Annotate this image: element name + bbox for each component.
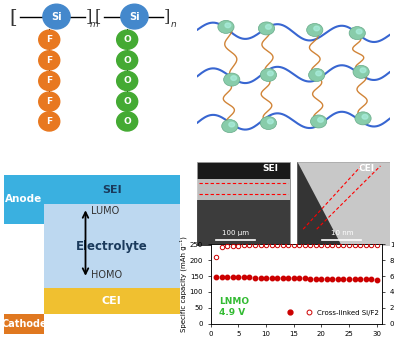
Text: Si: Si: [129, 11, 140, 22]
Text: SEI: SEI: [262, 164, 279, 173]
Text: [: [: [95, 8, 101, 25]
Circle shape: [222, 120, 238, 133]
Text: m: m: [90, 20, 99, 29]
Circle shape: [307, 24, 323, 36]
Text: SEI: SEI: [102, 185, 122, 195]
Circle shape: [318, 118, 323, 122]
Text: LNMO
4.9 V: LNMO 4.9 V: [219, 297, 249, 317]
Circle shape: [117, 92, 138, 111]
Circle shape: [316, 71, 322, 76]
Text: F: F: [46, 56, 52, 65]
FancyBboxPatch shape: [44, 288, 180, 314]
Circle shape: [39, 30, 60, 49]
Circle shape: [268, 119, 273, 124]
Text: F: F: [46, 97, 52, 106]
Circle shape: [360, 68, 366, 73]
Text: HOMO: HOMO: [91, 270, 122, 280]
Text: 100 μm: 100 μm: [222, 231, 249, 236]
Text: Cathode: Cathode: [1, 319, 46, 329]
Text: O: O: [123, 56, 131, 65]
Text: [: [: [9, 7, 17, 26]
Text: O: O: [123, 76, 131, 86]
Circle shape: [258, 22, 275, 35]
Circle shape: [349, 27, 365, 40]
Circle shape: [121, 4, 148, 29]
Text: ]: ]: [164, 8, 170, 25]
Circle shape: [353, 65, 369, 79]
Circle shape: [314, 26, 320, 31]
Circle shape: [39, 71, 60, 91]
Circle shape: [362, 115, 368, 119]
Circle shape: [268, 71, 273, 76]
Y-axis label: Specific capacity (mAh g⁻¹): Specific capacity (mAh g⁻¹): [179, 236, 187, 332]
Circle shape: [117, 112, 138, 131]
Text: 10 nm: 10 nm: [331, 231, 353, 236]
Text: F: F: [46, 35, 52, 44]
Circle shape: [218, 20, 234, 33]
Text: O: O: [123, 97, 131, 106]
FancyBboxPatch shape: [4, 175, 44, 224]
Legend:  , Cross-linked Si/F2: , Cross-linked Si/F2: [280, 307, 382, 318]
FancyBboxPatch shape: [197, 162, 290, 246]
Text: CEI: CEI: [102, 296, 122, 306]
Circle shape: [225, 23, 231, 28]
Text: F: F: [46, 117, 52, 126]
Text: CEI: CEI: [359, 164, 375, 173]
Text: O: O: [123, 35, 131, 44]
Circle shape: [39, 51, 60, 70]
Circle shape: [356, 29, 362, 34]
Circle shape: [260, 68, 277, 82]
Circle shape: [266, 25, 271, 29]
Circle shape: [117, 30, 138, 49]
FancyBboxPatch shape: [4, 314, 44, 334]
Text: O: O: [123, 117, 131, 126]
FancyBboxPatch shape: [44, 204, 180, 288]
Text: ]: ]: [86, 8, 92, 25]
Circle shape: [231, 76, 236, 81]
Polygon shape: [297, 162, 342, 246]
FancyBboxPatch shape: [197, 200, 290, 246]
Circle shape: [117, 71, 138, 91]
Circle shape: [224, 73, 240, 86]
FancyBboxPatch shape: [297, 162, 390, 246]
Text: Anode: Anode: [5, 194, 43, 204]
Circle shape: [117, 51, 138, 70]
Circle shape: [310, 115, 327, 128]
Text: Si: Si: [51, 11, 62, 22]
Text: Electrolyte: Electrolyte: [76, 240, 148, 253]
Text: n: n: [171, 20, 176, 29]
FancyBboxPatch shape: [44, 175, 180, 204]
Circle shape: [39, 92, 60, 111]
FancyBboxPatch shape: [197, 179, 290, 200]
Circle shape: [355, 112, 371, 125]
Circle shape: [260, 117, 277, 129]
Circle shape: [43, 4, 70, 29]
Text: LUMO: LUMO: [91, 206, 119, 216]
Circle shape: [229, 122, 235, 127]
Circle shape: [309, 68, 325, 82]
Circle shape: [39, 112, 60, 131]
Text: F: F: [46, 76, 52, 86]
